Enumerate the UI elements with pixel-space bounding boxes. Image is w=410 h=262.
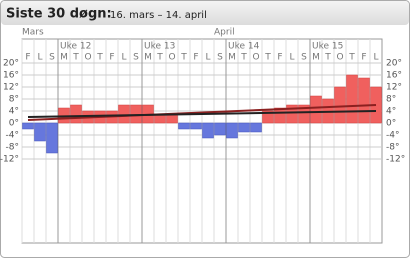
y-tick-label: -8° <box>6 143 19 153</box>
bar <box>310 95 322 124</box>
y-tick-label: 12° <box>3 83 19 93</box>
day-label: O <box>84 53 91 63</box>
bar <box>214 122 226 136</box>
trend-line <box>27 110 377 118</box>
y-tick-label: 0° <box>9 119 19 129</box>
day-label: S <box>217 53 223 63</box>
day-label: F <box>193 53 198 63</box>
y-tick-label: 4° <box>9 107 19 117</box>
bar <box>238 122 250 133</box>
y2-tick-label: -4° <box>386 131 399 141</box>
bar <box>190 122 202 130</box>
y2-tick-label: 4° <box>386 107 396 117</box>
y2-tick-label: -8° <box>386 143 399 153</box>
bar <box>130 104 142 124</box>
day-label: T <box>156 53 163 63</box>
day-label: S <box>301 53 307 63</box>
bar <box>286 104 298 124</box>
bar <box>274 107 286 124</box>
bar <box>34 122 46 142</box>
day-label: F <box>109 53 114 63</box>
y-tick-label: 8° <box>9 95 19 105</box>
day-label: F <box>361 53 366 63</box>
bar <box>346 74 358 124</box>
bar <box>298 104 310 124</box>
day-label: L <box>289 53 294 63</box>
y-tick-label: -4° <box>6 131 19 141</box>
day-label: M <box>144 53 152 63</box>
day-label: T <box>348 53 355 63</box>
day-label: F <box>25 53 30 63</box>
bar <box>334 86 346 124</box>
header-bar <box>1 1 409 25</box>
day-label: T <box>324 53 331 63</box>
day-label: O <box>252 53 259 63</box>
y-tick-label: 20° <box>3 59 19 69</box>
bar <box>358 77 370 124</box>
day-label: S <box>133 53 139 63</box>
week-label: Uke 13 <box>144 42 175 52</box>
month-label: Mars <box>22 28 44 38</box>
y2-tick-label: 12° <box>386 83 402 93</box>
week-label: Uke 14 <box>228 42 260 52</box>
day-label: O <box>336 53 343 63</box>
day-label: T <box>240 53 247 63</box>
title: Siste 30 døgn: <box>6 7 112 22</box>
day-label: L <box>205 53 210 63</box>
y-tick-label: 16° <box>3 71 19 81</box>
bar <box>226 122 238 139</box>
subtitle: 16. mars – 14. april <box>110 10 207 21</box>
y2-tick-label: 8° <box>386 95 396 105</box>
bar <box>178 122 190 130</box>
trend-line <box>27 104 377 121</box>
week-label: Uke 15 <box>312 42 343 52</box>
bar <box>22 122 34 130</box>
day-label: F <box>277 53 282 63</box>
bar <box>46 122 58 154</box>
day-label: T <box>180 53 187 63</box>
day-label: M <box>60 53 68 63</box>
day-label: M <box>228 53 236 63</box>
day-label: L <box>37 53 42 63</box>
y2-tick-label: 0° <box>386 119 396 129</box>
day-label: T <box>264 53 271 63</box>
y-tick-label: -12° <box>0 155 19 165</box>
day-label: T <box>72 53 79 63</box>
day-label: S <box>49 53 55 63</box>
month-label: April <box>214 28 235 38</box>
day-label: O <box>168 53 175 63</box>
y2-tick-label: 16° <box>386 71 402 81</box>
bar <box>262 110 274 124</box>
day-label: L <box>373 53 378 63</box>
day-label: L <box>121 53 126 63</box>
bar <box>70 104 82 124</box>
bar <box>202 122 214 139</box>
y2-tick-label: 20° <box>386 59 402 69</box>
bar <box>250 122 262 133</box>
day-label: T <box>96 53 103 63</box>
y2-tick-label: -12° <box>386 155 405 165</box>
week-label: Uke 12 <box>60 42 91 52</box>
bar <box>118 104 130 124</box>
day-label: M <box>312 53 320 63</box>
